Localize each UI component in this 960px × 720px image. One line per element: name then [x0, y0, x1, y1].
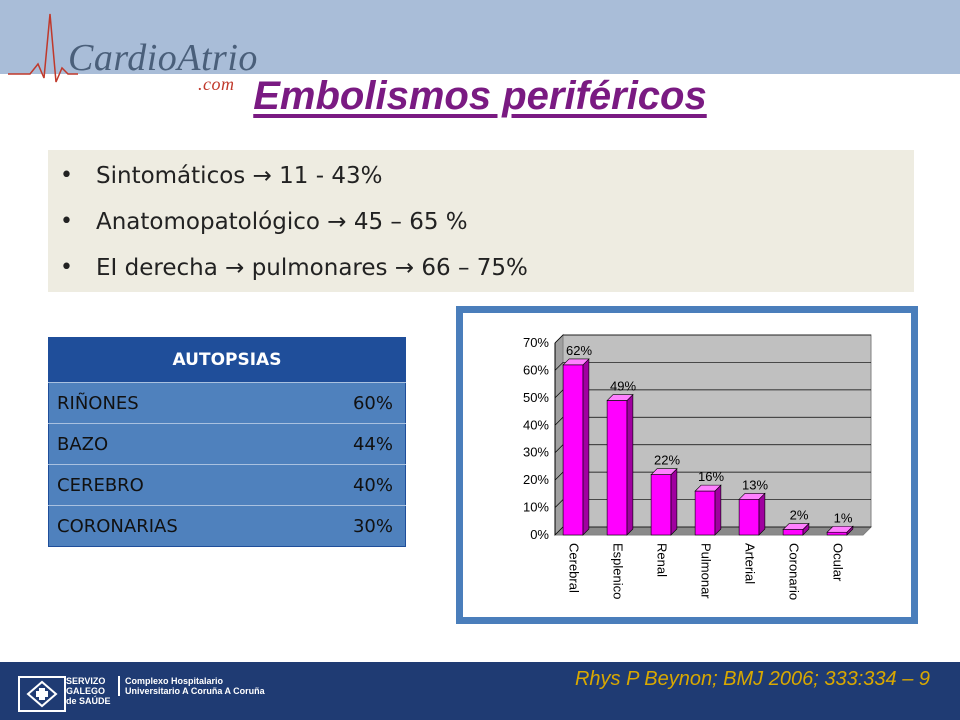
- y-tick-label: 70%: [523, 335, 549, 350]
- y-tick-label: 60%: [523, 362, 549, 377]
- data-label: 13%: [742, 477, 768, 492]
- autopsias-table: AUTOPSIAS RIÑONES 60% BAZO 44% CEREBRO 40% …: [48, 337, 406, 547]
- row-label: CEREBRO: [48, 464, 299, 506]
- sergas-name: SERVIZO GALEGO de SAÚDE: [66, 676, 111, 706]
- bullet-item: Sintomáticos → 11 - 43%: [48, 152, 914, 200]
- bar: [782, 529, 804, 536]
- top-band: [0, 0, 960, 74]
- table-row: RIÑONES 60%: [48, 382, 406, 424]
- y-tick-label: 40%: [523, 417, 549, 432]
- data-label: 62%: [566, 343, 592, 358]
- bullet-item: EI derecha → pulmonares → 66 – 75%: [48, 244, 914, 292]
- chart-frame: 0% 10% 20% 30% 40% 50% 60% 70% 62% Cerebral 49% Esp…: [456, 306, 918, 624]
- bar: [694, 490, 716, 536]
- bullet-text: Sintomáticos → 11 - 43%: [96, 163, 383, 189]
- bottom-band: [0, 662, 960, 720]
- category-label: Coronario: [787, 543, 802, 600]
- gridline: [554, 334, 871, 344]
- bar: [606, 400, 628, 536]
- hospital-name: Complexo Hospitalario Universitario A Co…: [118, 676, 265, 696]
- logo-text: CardioAtrio .com: [68, 36, 258, 94]
- bullet-box: Sintomáticos → 11 - 43% Anatomopatológic…: [48, 150, 914, 292]
- table-row: BAZO 44%: [48, 423, 406, 465]
- bar: [826, 531, 848, 536]
- bar: [738, 499, 760, 536]
- heartbeat-icon: [8, 13, 78, 83]
- row-value: 30%: [298, 505, 406, 547]
- logo-suffix: .com: [198, 74, 235, 94]
- y-tick-label: 50%: [523, 390, 549, 405]
- page-title: Embolismos periféricos: [253, 74, 707, 118]
- logo-main: CardioAtrio: [68, 37, 258, 79]
- y-tick-label: 10%: [523, 500, 549, 515]
- category-label: Cerebral: [567, 543, 582, 593]
- row-label: RIÑONES: [48, 382, 299, 424]
- bar: [562, 364, 584, 536]
- bar-side: [626, 393, 634, 536]
- data-label: 2%: [790, 508, 809, 523]
- row-value: 44%: [298, 423, 406, 465]
- row-value: 60%: [298, 382, 406, 424]
- y-tick-label: 30%: [523, 445, 549, 460]
- bullet-text: EI derecha → pulmonares → 66 – 75%: [96, 255, 528, 281]
- citation: Rhys P Beynon; BMJ 2006; 333:334 – 9: [574, 668, 930, 690]
- sergas-cross-icon: [18, 676, 66, 712]
- data-label: 1%: [834, 510, 853, 525]
- bar-side: [582, 358, 590, 536]
- arrow-right-icon: →: [394, 255, 415, 281]
- bullet-item: Anatomopatológico → 45 – 65 %: [48, 198, 914, 246]
- gridline: [554, 362, 871, 371]
- cardioatrio-logo: CardioAtrio .com: [8, 8, 257, 94]
- data-label: 16%: [698, 469, 724, 484]
- plot-side-wall: [554, 333, 564, 537]
- arrow-right-icon: →: [327, 209, 347, 235]
- category-label: Arterial: [743, 543, 758, 584]
- y-tick-label: 20%: [523, 472, 549, 487]
- row-label: CORONARIAS: [48, 505, 299, 547]
- bullet-text: Anatomopatológico → 45 – 65 %: [96, 209, 468, 235]
- category-label: Esplenico: [611, 543, 626, 599]
- data-label: 49%: [610, 379, 636, 394]
- category-label: Ocular: [831, 543, 846, 582]
- bar-side: [670, 467, 678, 536]
- table-header: AUTOPSIAS: [48, 337, 406, 383]
- bar-side: [758, 492, 766, 536]
- chart-container: 0% 10% 20% 30% 40% 50% 60% 70% 62% Cerebral 49% Esp…: [463, 313, 911, 617]
- row-value: 40%: [298, 464, 406, 506]
- table-row: CORONARIAS 30%: [48, 505, 406, 547]
- bar-side: [714, 484, 722, 536]
- bar-chart: 0% 10% 20% 30% 40% 50% 60% 70% 62% Cerebral 49% Esp…: [523, 333, 873, 600]
- table-row: CEREBRO 40%: [48, 464, 406, 506]
- category-label: Pulmonar: [699, 543, 714, 599]
- data-label: 22%: [654, 453, 680, 468]
- arrow-right-icon: →: [225, 255, 245, 281]
- bar: [650, 474, 672, 536]
- row-label: BAZO: [48, 423, 299, 465]
- y-tick-label: 0%: [530, 527, 549, 542]
- category-label: Renal: [655, 543, 670, 577]
- sergas-logo: SERVIZO GALEGO de SAÚDE Complexo Hospita…: [18, 672, 265, 712]
- arrow-right-icon: →: [252, 163, 272, 189]
